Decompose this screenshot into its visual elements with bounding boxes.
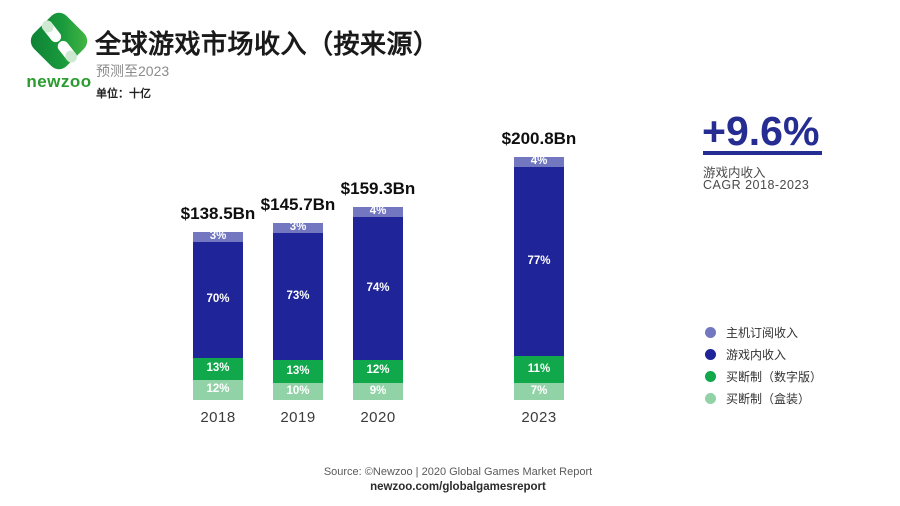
bar-total-label: $145.7Bn xyxy=(260,195,336,214)
cagr-caption-line1: 游戏内收入 xyxy=(703,166,766,180)
bar-2020-segment-3: 9% xyxy=(353,382,403,400)
percent-label: 11% xyxy=(527,362,551,375)
percent-label: 10% xyxy=(286,384,310,397)
percent-label: 9% xyxy=(369,384,387,397)
legend-item-0: 主机订阅收入 xyxy=(705,321,822,343)
newzoo-wordmark: newzoo xyxy=(26,72,92,91)
bar-2018-segment-2: 13% xyxy=(193,358,243,381)
page-subtitle: 预测至2023 xyxy=(96,63,170,79)
x-axis-label-2020: 2020 xyxy=(360,409,396,426)
percent-label: 12% xyxy=(206,383,230,396)
legend-label: 买断制（数字版） xyxy=(726,369,823,384)
legend-label: 买断制（盒装） xyxy=(726,391,811,406)
bar-2020-segment-2: 12% xyxy=(353,359,403,383)
legend-item-1: 游戏内收入 xyxy=(705,343,822,365)
percent-label: 3% xyxy=(289,223,307,233)
percent-label: 70% xyxy=(206,293,230,306)
bar-2019: 3% 73% 13% 10% xyxy=(273,223,323,400)
legend-label: 游戏内收入 xyxy=(726,347,787,362)
page-title: 全球游戏市场收入（按来源） xyxy=(95,29,440,59)
legend-dot-icon xyxy=(705,392,716,404)
cagr-underline xyxy=(703,151,822,155)
x-axis-label-2018: 2018 xyxy=(200,409,236,426)
percent-label: 13% xyxy=(286,364,310,377)
percent-label: 74% xyxy=(366,281,390,294)
bar-2023: 4% 77% 11% 7% xyxy=(514,157,564,401)
unit-label: 单位：十亿 xyxy=(96,88,151,100)
cagr-value: +9.6% xyxy=(702,108,820,154)
legend-label: 主机订阅收入 xyxy=(726,325,799,340)
newzoo-logo-icon xyxy=(30,12,88,70)
bar-2023-segment-0: 4% xyxy=(514,157,564,167)
bar-2023-segment-2: 11% xyxy=(514,355,564,383)
x-axis-label-2023: 2023 xyxy=(521,409,557,426)
report-url-link[interactable]: newzoo.com/globalgamesreport xyxy=(370,481,546,493)
percent-label: 4% xyxy=(530,157,548,167)
newzoo-logo: newzoo xyxy=(16,8,102,92)
cagr-caption-line2: CAGR 2018-2023 xyxy=(703,178,810,192)
bar-2018: 3% 70% 13% 12% xyxy=(193,232,243,400)
percent-label: 13% xyxy=(206,362,230,375)
bar-2023-segment-3: 7% xyxy=(514,382,564,401)
bar-2020-segment-0: 4% xyxy=(353,207,403,217)
source-text: Source: ©Newzoo | 2020 Global Games Mark… xyxy=(323,466,593,478)
percent-label: 73% xyxy=(286,289,310,302)
legend-item-2: 买断制（数字版） xyxy=(705,365,822,387)
bar-2019-segment-0: 3% xyxy=(273,223,323,233)
bar-2018-segment-3: 12% xyxy=(193,380,243,400)
bar-total-label: $138.5Bn xyxy=(180,204,256,223)
percent-label: 12% xyxy=(366,364,390,377)
bar-2018-segment-1: 70% xyxy=(193,242,243,359)
legend-dot-icon xyxy=(705,326,716,338)
x-axis-label-2019: 2019 xyxy=(280,409,316,426)
bar-2018-segment-0: 3% xyxy=(193,232,243,242)
percent-label: 4% xyxy=(369,207,387,217)
bar-2023-segment-1: 77% xyxy=(514,167,564,356)
bar-2020-segment-1: 74% xyxy=(353,217,403,360)
bar-2020: 4% 74% 12% 9% xyxy=(353,207,403,400)
legend: 主机订阅收入 游戏内收入买断制（数字版） 买断制（盒装） xyxy=(705,321,822,409)
percent-label: 3% xyxy=(209,232,227,242)
bar-2019-segment-3: 10% xyxy=(273,382,323,400)
legend-dot-icon xyxy=(705,348,716,360)
percent-label: 77% xyxy=(527,254,551,267)
legend-dot-icon xyxy=(705,370,716,382)
bar-2019-segment-2: 13% xyxy=(273,359,323,383)
percent-label: 7% xyxy=(530,384,548,397)
legend-item-3: 买断制（盒装） xyxy=(705,387,822,409)
bar-total-label: $200.8Bn xyxy=(501,129,577,148)
bar-total-label: $159.3Bn xyxy=(340,179,416,198)
bar-2019-segment-1: 73% xyxy=(273,233,323,360)
